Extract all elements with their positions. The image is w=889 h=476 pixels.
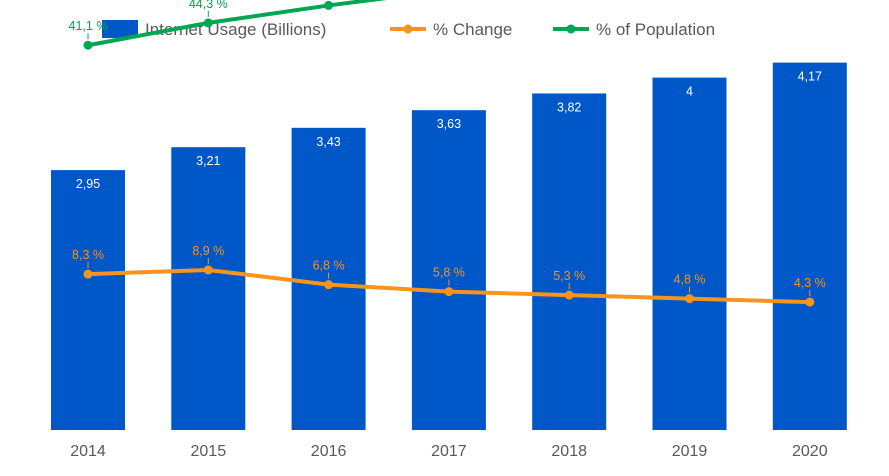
point-population-2015: [203, 18, 213, 28]
x-tick-label-2014: 2014: [70, 443, 106, 460]
point-change-2016: [324, 280, 334, 290]
line-series: 41,1 %44,3 %46,8 %49 %51,1 %53 %54,6 %8,…: [69, 0, 826, 307]
bar-2015: [171, 147, 246, 430]
point-change-2015: [203, 265, 213, 275]
legend-marker-population: [566, 24, 576, 34]
x-tick-label-2017: 2017: [431, 443, 467, 460]
bar-value-label-2017: 3,63: [437, 117, 461, 131]
x-axis: 2014 2015 2016 2017 2018 2019 2020: [70, 443, 827, 460]
legend-label-population: % of Population: [596, 20, 715, 39]
data-label-population-2014: 41,1 %: [69, 19, 108, 33]
data-label-change-2015: 8,9 %: [192, 244, 224, 258]
point-change-2017: [444, 287, 454, 297]
bar-2020: [772, 62, 847, 431]
x-tick-label-2018: 2018: [551, 443, 587, 460]
legend-swatch-internet-usage: [102, 20, 138, 38]
data-label-population-2015: 44,3 %: [189, 0, 228, 11]
point-population-2014: [83, 40, 93, 50]
bar-value-label-2014: 2,95: [76, 177, 100, 191]
point-change-2014: [83, 269, 93, 279]
bar-2017: [411, 110, 486, 431]
data-label-change-2019: 4,8 %: [674, 273, 706, 287]
bar-value-label-2020: 4,17: [798, 70, 822, 84]
data-label-change-2016: 6,8 %: [313, 259, 345, 273]
x-tick-label-2020: 2020: [792, 443, 828, 460]
bar-2018: [532, 93, 607, 430]
bar-2016: [291, 127, 366, 430]
legend-marker-change: [403, 24, 413, 34]
legend: Internet Usage (Billions) % Change % of …: [102, 20, 715, 39]
bar-series: 2,95 3,21 3,43 3,63 3,82 4 4,17: [51, 62, 847, 431]
bar-value-label-2015: 3,21: [196, 154, 220, 168]
point-change-2020: [805, 297, 815, 307]
data-label-change-2017: 5,8 %: [433, 266, 465, 280]
x-tick-label-2019: 2019: [672, 443, 708, 460]
bar-value-label-2019: 4: [686, 85, 693, 99]
bar-2014: [51, 170, 125, 431]
point-change-2019: [685, 294, 694, 304]
x-tick-label-2015: 2015: [191, 443, 227, 460]
data-label-change-2014: 8,3 %: [72, 248, 104, 262]
bar-value-label-2016: 3,43: [316, 135, 340, 149]
legend-label-change: % Change: [433, 20, 512, 39]
x-tick-label-2016: 2016: [311, 443, 347, 460]
data-label-change-2020: 4,3 %: [794, 276, 826, 290]
bar-2019: [652, 77, 727, 430]
bar-value-label-2018: 3,82: [557, 100, 581, 114]
data-label-change-2018: 5,3 %: [553, 269, 585, 283]
point-population-2016: [324, 0, 334, 10]
point-change-2018: [564, 290, 574, 300]
